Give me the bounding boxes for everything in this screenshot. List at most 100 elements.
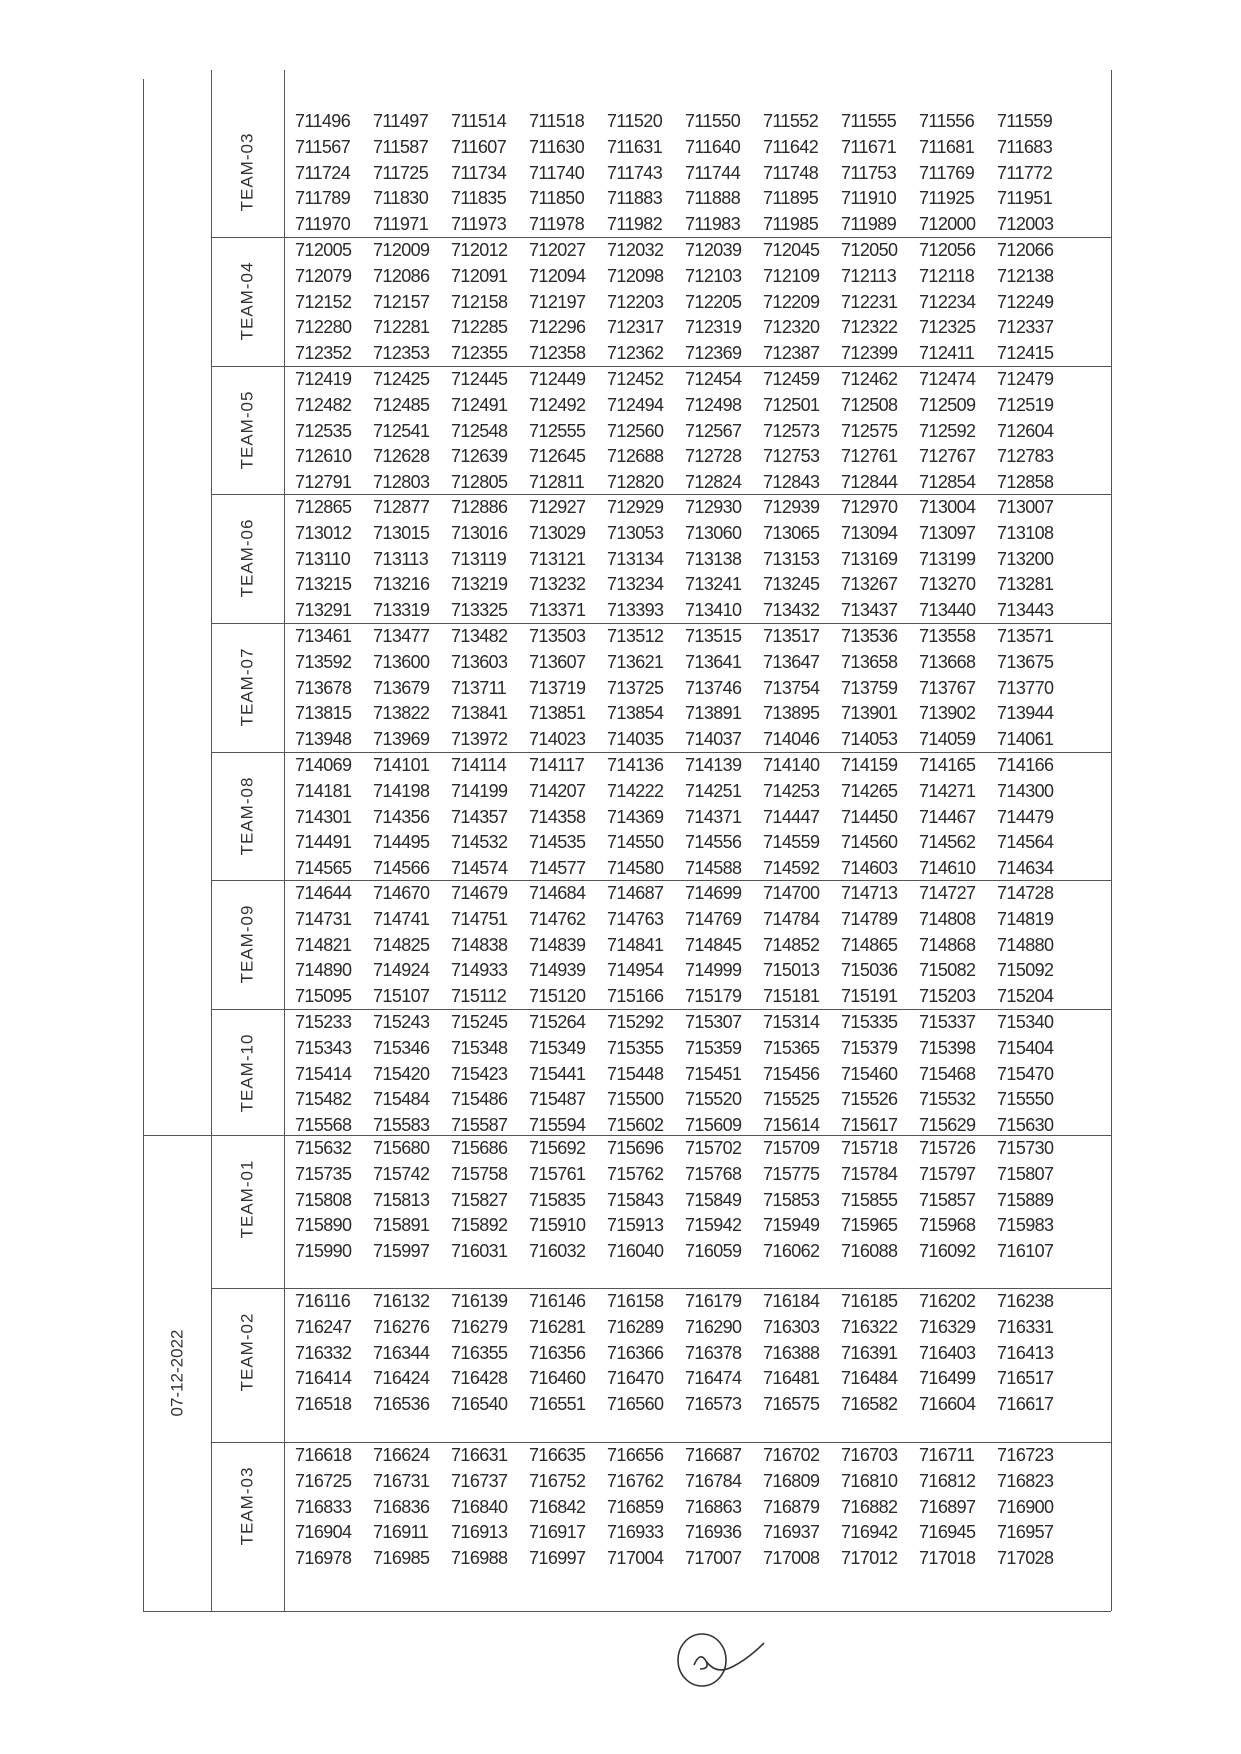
team-label-cell: TEAM-01 [211, 1135, 284, 1264]
team-section: TEAM-03 716618 716624 716631 716635 716656 716… [211, 1442, 1111, 1611]
roll-number: 716413 [997, 1342, 1054, 1363]
roll-number: 715808 [295, 1189, 352, 1210]
roll-number: 712535 [295, 420, 352, 441]
roll-number: 715827 [451, 1189, 508, 1210]
roll-number: 711725 [373, 162, 429, 183]
roll-number: 715349 [529, 1038, 586, 1059]
roll-number: 714046 [763, 729, 820, 750]
roll-number: 714053 [841, 729, 898, 750]
roll-number: 711982 [607, 214, 663, 235]
roll-number: 715990 [295, 1241, 352, 1262]
roll-number: 716711 [919, 1445, 975, 1466]
roll-number: 711587 [373, 137, 429, 158]
number-row: 711724 711725 711734 711740 711743 711744 7117… [295, 160, 1075, 186]
roll-number: 716179 [685, 1291, 742, 1312]
roll-number: 714933 [451, 960, 508, 981]
roll-number: 713621 [607, 652, 664, 673]
roll-number: 713053 [607, 523, 664, 544]
roll-number: 713319 [373, 600, 430, 621]
roll-number: 712003 [997, 214, 1054, 235]
team-section: TEAM-10 715233 715243 715245 715264 715292 715… [211, 1009, 1111, 1135]
roll-number: 713138 [685, 548, 742, 569]
roll-number: 715762 [607, 1164, 664, 1185]
roll-number: 714356 [373, 806, 430, 827]
number-row: 715990 715997 716031 716032 716040 716059 7160… [295, 1239, 1075, 1265]
roll-number: 713094 [841, 523, 898, 544]
team-label-cell: TEAM-04 [211, 237, 284, 366]
roll-number: 711925 [919, 188, 975, 209]
roll-number: 715112 [451, 986, 507, 1007]
roll-number: 713512 [607, 626, 664, 647]
roll-number: 714117 [529, 755, 585, 776]
roll-number: 714566 [373, 858, 430, 879]
roll-number: 712560 [607, 420, 664, 441]
roll-number: 712501 [763, 395, 820, 416]
roll-number: 712399 [841, 343, 898, 364]
roll-number: 714762 [529, 909, 586, 930]
roll-number: 716329 [919, 1317, 976, 1338]
team-label: TEAM-01 [237, 1159, 257, 1239]
roll-number: 711496 [295, 111, 351, 132]
roll-number: 715107 [373, 986, 430, 1007]
roll-number: 715404 [997, 1038, 1054, 1059]
roll-number: 712811 [529, 472, 585, 493]
roll-number: 712791 [295, 472, 352, 493]
roll-number: 715314 [763, 1012, 820, 1033]
roll-number: 716032 [529, 1241, 586, 1262]
signature-mark [677, 1633, 765, 1687]
number-row: 714644 714670 714679 714684 714687 714699 7147… [295, 881, 1075, 907]
roll-number: 715343 [295, 1038, 352, 1059]
roll-number: 716911 [373, 1522, 429, 1543]
number-row: 713592 713600 713603 713607 713621 713641 7136… [295, 650, 1075, 676]
roll-number: 713119 [451, 548, 507, 569]
roll-number: 712325 [919, 317, 976, 338]
roll-number: 715680 [373, 1138, 430, 1159]
roll-number: 712555 [529, 420, 586, 441]
roll-number: 715849 [685, 1189, 742, 1210]
roll-number: 715983 [997, 1215, 1054, 1236]
roll-number: 711973 [451, 214, 507, 235]
roll-number: 715307 [685, 1012, 742, 1033]
number-row: 713815 713822 713841 713851 713854 713891 7138… [295, 701, 1075, 727]
roll-number: 714819 [997, 909, 1054, 930]
roll-number: 716551 [529, 1394, 586, 1415]
roll-number: 716279 [451, 1317, 508, 1338]
number-row: 711970 711971 711973 711978 711982 711983 7119… [295, 212, 1075, 238]
number-row: 716978 716985 716988 716997 717004 717007 7170… [295, 1546, 1075, 1572]
numbers-column-border [284, 70, 285, 1611]
number-grid: 715632 715680 715686 715692 715696 715702 7157… [295, 1136, 1075, 1264]
roll-number: 716344 [373, 1342, 430, 1363]
roll-number: 712509 [919, 395, 976, 416]
number-row: 714491 714495 714532 714535 714550 714556 7145… [295, 830, 1075, 856]
number-row: 716116 716132 716139 716146 716158 716179 7161… [295, 1289, 1075, 1315]
number-row: 716618 716624 716631 716635 716656 716687 7167… [295, 1443, 1075, 1469]
roll-number: 712352 [295, 343, 352, 364]
roll-number: 712604 [997, 420, 1054, 441]
roll-number: 714357 [451, 806, 508, 827]
roll-number: 712854 [919, 472, 976, 493]
roll-number: 712079 [295, 266, 352, 287]
roll-number: 716809 [763, 1471, 820, 1492]
roll-number: 714198 [373, 781, 430, 802]
roll-number: 711550 [685, 111, 741, 132]
number-row: 712352 712353 712355 712358 712362 712369 7123… [295, 341, 1075, 367]
roll-number: 712094 [529, 266, 586, 287]
roll-number: 711683 [997, 137, 1053, 158]
roll-number: 714556 [685, 832, 742, 853]
roll-number: 715191 [841, 986, 898, 1007]
number-row: 715343 715346 715348 715349 715355 715359 7153… [295, 1036, 1075, 1062]
roll-number: 716942 [841, 1522, 898, 1543]
roll-number: 714868 [919, 934, 976, 955]
roll-number: 716723 [997, 1445, 1054, 1466]
roll-number: 716517 [997, 1368, 1054, 1389]
roll-number: 712411 [919, 343, 975, 364]
number-row: 714565 714566 714574 714577 714580 714588 7145… [295, 856, 1075, 882]
roll-number: 715036 [841, 960, 898, 981]
roll-number: 715179 [685, 986, 742, 1007]
roll-number: 712281 [373, 317, 430, 338]
roll-number: 715346 [373, 1038, 430, 1059]
roll-number: 714679 [451, 883, 508, 904]
roll-number: 716812 [919, 1471, 976, 1492]
roll-number: 712203 [607, 291, 664, 312]
roll-number: 716059 [685, 1241, 742, 1262]
